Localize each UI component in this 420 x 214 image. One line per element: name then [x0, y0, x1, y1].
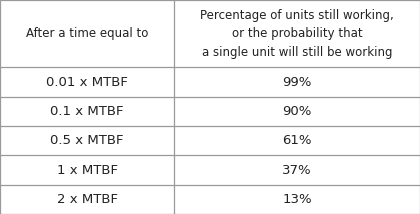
Text: 99%: 99%: [283, 76, 312, 89]
Text: 2 x MTBF: 2 x MTBF: [57, 193, 118, 206]
Text: 0.01 x MTBF: 0.01 x MTBF: [46, 76, 128, 89]
Text: 0.1 x MTBF: 0.1 x MTBF: [50, 105, 124, 118]
Text: 0.5 x MTBF: 0.5 x MTBF: [50, 134, 124, 147]
Text: 90%: 90%: [283, 105, 312, 118]
Text: 1 x MTBF: 1 x MTBF: [57, 163, 118, 177]
Text: Percentage of units still working,
or the probability that
a single unit will st: Percentage of units still working, or th…: [200, 9, 394, 59]
Text: After a time equal to: After a time equal to: [26, 27, 148, 40]
Text: 13%: 13%: [282, 193, 312, 206]
Text: 37%: 37%: [282, 163, 312, 177]
Text: 61%: 61%: [282, 134, 312, 147]
